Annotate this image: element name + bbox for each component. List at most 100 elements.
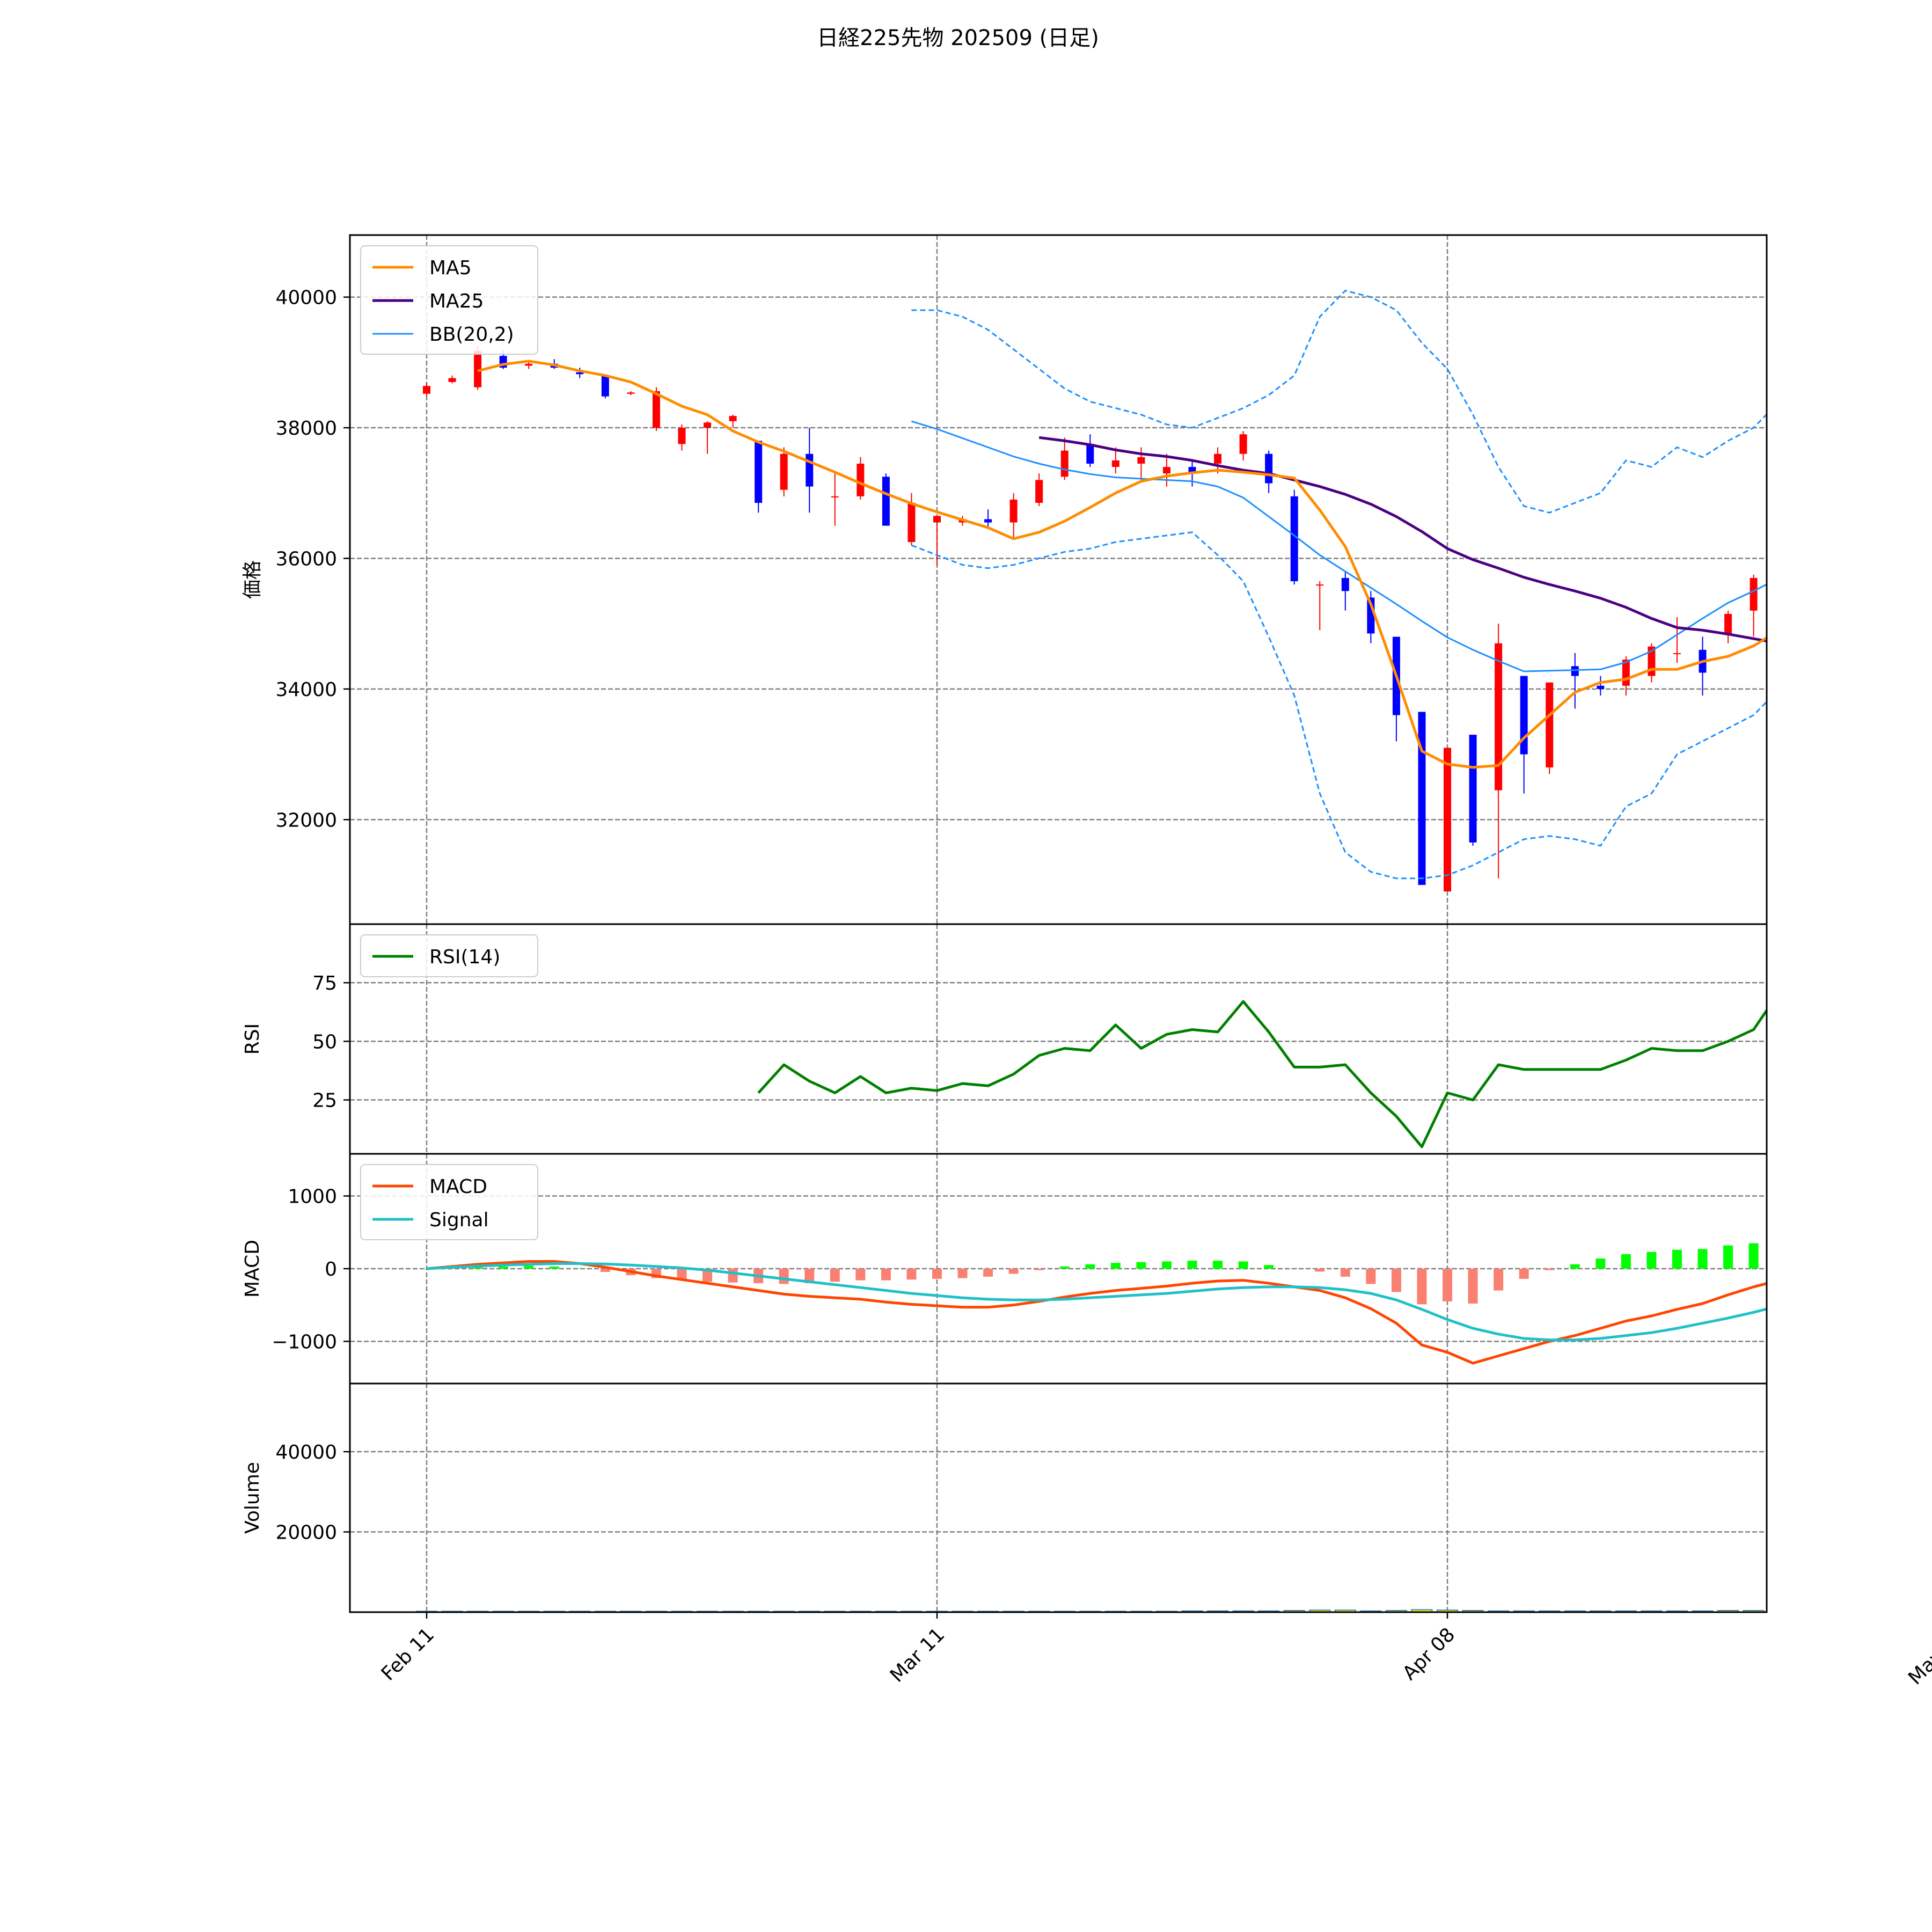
price-ytick-label: 38000 — [275, 418, 337, 440]
candle-body — [1495, 643, 1503, 791]
rsi-legend-box — [360, 934, 538, 977]
candle-body — [1469, 735, 1477, 843]
macd-histogram-bar — [957, 1269, 968, 1278]
candle-body — [1341, 577, 1349, 591]
ma5-line — [477, 360, 1767, 769]
macd-histogram-bar — [1034, 1269, 1044, 1270]
macd-histogram-bar — [1187, 1261, 1197, 1269]
candle-body — [704, 422, 712, 428]
candle-body — [1750, 577, 1758, 611]
chart-title: 日経225先物 202509 (日足) — [817, 26, 1099, 50]
macd-histogram-bar — [473, 1267, 483, 1269]
macd-histogram-bar — [1697, 1249, 1708, 1269]
candle-body — [933, 516, 941, 523]
macd-histogram-bar — [1315, 1269, 1325, 1272]
candle-body — [1086, 444, 1094, 464]
price-panel: 32000 34000 36000 38000 40000 価格 MA5 MA25 BB(20,… — [241, 234, 1768, 925]
macd-histogram-bar — [1161, 1261, 1172, 1269]
macd-histogram-bar — [1519, 1269, 1529, 1279]
candle-body — [652, 391, 660, 428]
candle-body — [601, 375, 609, 397]
macd-ytick-label: 0 — [325, 1258, 337, 1280]
price-plot-area — [423, 290, 1767, 892]
signal-line — [426, 1262, 1767, 1342]
rsi-ytick-label: 50 — [312, 1031, 337, 1053]
volume-panel: 20000 40000 Volume — [241, 1382, 1768, 1613]
candle-body — [729, 416, 737, 421]
candle-body — [908, 502, 916, 543]
macd-histogram-bar — [1570, 1264, 1580, 1269]
macd-histogram-bar — [1110, 1263, 1121, 1269]
candle-body — [1265, 453, 1273, 484]
candle-body — [1111, 460, 1119, 467]
candle-body — [1214, 453, 1222, 464]
candle-body — [984, 519, 992, 523]
candle-body — [1673, 653, 1681, 654]
candle-body — [1290, 496, 1298, 582]
macd-histogram-bar — [677, 1269, 687, 1280]
price-ytick-label: 36000 — [275, 548, 337, 570]
ma25-line — [1038, 436, 1767, 643]
candle-body — [1035, 480, 1043, 503]
legend-label-ma25: MA25 — [429, 290, 484, 312]
macd-histogram-bar — [1596, 1258, 1606, 1269]
volume-bar — [1309, 1609, 1331, 1612]
macd-ylabel: MACD — [241, 1240, 264, 1298]
candle-body — [1316, 584, 1324, 586]
macd-histogram-bar — [1059, 1266, 1070, 1269]
macd-histogram-bar — [1646, 1252, 1657, 1269]
volume-ytick-label: 40000 — [275, 1441, 337, 1463]
macd-histogram-bar — [855, 1269, 866, 1280]
rsi-ytick-label: 75 — [312, 972, 337, 994]
candle-body — [1571, 666, 1579, 676]
legend-label-signal: Signal — [429, 1209, 489, 1231]
macd-histogram-bar — [1136, 1262, 1146, 1269]
candle-body — [1162, 467, 1170, 474]
macd-histogram-bar — [906, 1269, 917, 1280]
macd-histogram-bar — [1085, 1264, 1095, 1269]
macd-histogram-bar — [1468, 1269, 1478, 1304]
price-legend-box — [360, 245, 538, 355]
macd-ytick-label: −1000 — [272, 1331, 337, 1353]
macd-panel: −1000 0 1000 MACD MACD Signal — [241, 1153, 1768, 1385]
candle-body — [1009, 499, 1018, 523]
rsi-ylabel: RSI — [241, 1023, 264, 1055]
price-ytick-label: 40000 — [275, 287, 337, 309]
macd-histogram-bar — [1672, 1249, 1682, 1269]
price-ytick-label: 32000 — [275, 809, 337, 831]
macd-ytick-label: 1000 — [288, 1186, 337, 1208]
macd-histogram-bar — [1748, 1243, 1759, 1269]
macd-histogram-bar — [1213, 1261, 1223, 1269]
candle-body — [806, 453, 814, 487]
candle-body — [882, 477, 890, 526]
candle-body — [1724, 613, 1732, 634]
macd-histogram-bar — [1340, 1269, 1350, 1277]
macd-histogram-bar — [728, 1269, 738, 1283]
volume-bar — [1437, 1609, 1458, 1612]
price-ylabel: 価格 — [241, 560, 264, 599]
macd-histogram-bar — [1723, 1245, 1733, 1269]
candle-body — [780, 453, 788, 490]
macd-histogram-bar — [1366, 1269, 1376, 1284]
legend-label-macd: MACD — [429, 1176, 487, 1198]
candle-body — [627, 392, 635, 394]
bb-mid-line — [911, 420, 1767, 672]
rsi-line — [757, 1000, 1767, 1148]
candle-body — [755, 441, 763, 503]
macd-plot-area — [422, 1243, 1767, 1365]
macd-histogram-bar — [1264, 1265, 1274, 1269]
macd-histogram-bar — [600, 1269, 610, 1272]
macd-histogram-bar — [1008, 1269, 1019, 1274]
macd-histogram-bar — [498, 1266, 508, 1269]
price-ytick-label: 34000 — [275, 679, 337, 701]
macd-histogram-bar — [932, 1269, 942, 1279]
candle-body — [1546, 682, 1554, 767]
legend-label-rsi: RSI(14) — [429, 946, 500, 968]
rsi-ytick-label: 25 — [312, 1090, 337, 1112]
candle-body — [1137, 457, 1145, 464]
macd-histogram-bar — [1494, 1269, 1504, 1291]
macd-histogram-bar — [779, 1269, 789, 1284]
macd-legend-box — [360, 1164, 538, 1240]
